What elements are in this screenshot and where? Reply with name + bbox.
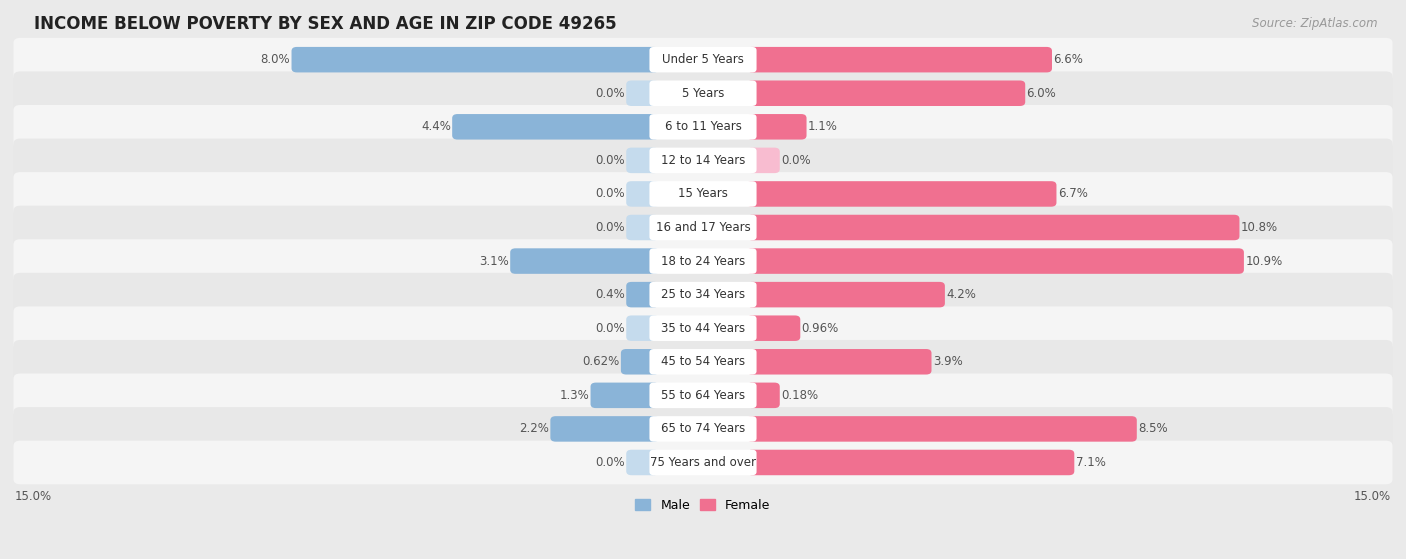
Text: 3.1%: 3.1% xyxy=(479,254,509,268)
FancyBboxPatch shape xyxy=(453,114,659,140)
FancyBboxPatch shape xyxy=(14,407,1392,451)
Text: 18 to 24 Years: 18 to 24 Years xyxy=(661,254,745,268)
FancyBboxPatch shape xyxy=(650,248,756,274)
FancyBboxPatch shape xyxy=(747,282,945,307)
FancyBboxPatch shape xyxy=(650,282,756,307)
Text: 6.0%: 6.0% xyxy=(1026,87,1056,100)
FancyBboxPatch shape xyxy=(591,382,659,408)
FancyBboxPatch shape xyxy=(650,315,756,341)
Text: 6 to 11 Years: 6 to 11 Years xyxy=(665,120,741,133)
FancyBboxPatch shape xyxy=(626,315,659,341)
Text: 0.0%: 0.0% xyxy=(595,221,624,234)
FancyBboxPatch shape xyxy=(747,382,780,408)
FancyBboxPatch shape xyxy=(14,340,1392,383)
Text: Under 5 Years: Under 5 Years xyxy=(662,53,744,66)
FancyBboxPatch shape xyxy=(14,38,1392,82)
Text: Source: ZipAtlas.com: Source: ZipAtlas.com xyxy=(1253,17,1378,30)
Text: 8.5%: 8.5% xyxy=(1137,423,1168,435)
FancyBboxPatch shape xyxy=(650,450,756,475)
Text: 7.1%: 7.1% xyxy=(1076,456,1105,469)
FancyBboxPatch shape xyxy=(747,248,1244,274)
FancyBboxPatch shape xyxy=(650,80,756,106)
Text: 1.1%: 1.1% xyxy=(808,120,838,133)
Text: 0.0%: 0.0% xyxy=(595,456,624,469)
FancyBboxPatch shape xyxy=(14,273,1392,316)
FancyBboxPatch shape xyxy=(626,215,659,240)
FancyBboxPatch shape xyxy=(747,181,1056,207)
FancyBboxPatch shape xyxy=(550,416,659,442)
Text: 15 Years: 15 Years xyxy=(678,187,728,201)
FancyBboxPatch shape xyxy=(650,47,756,73)
Text: 6.6%: 6.6% xyxy=(1053,53,1083,66)
Text: 0.0%: 0.0% xyxy=(595,87,624,100)
Text: 3.9%: 3.9% xyxy=(932,356,963,368)
FancyBboxPatch shape xyxy=(747,215,1240,240)
Text: 16 and 17 Years: 16 and 17 Years xyxy=(655,221,751,234)
FancyBboxPatch shape xyxy=(14,239,1392,283)
FancyBboxPatch shape xyxy=(626,181,659,207)
Text: 10.9%: 10.9% xyxy=(1246,254,1282,268)
Text: 6.7%: 6.7% xyxy=(1057,187,1088,201)
FancyBboxPatch shape xyxy=(650,114,756,140)
Text: 0.96%: 0.96% xyxy=(801,322,839,335)
FancyBboxPatch shape xyxy=(14,172,1392,216)
FancyBboxPatch shape xyxy=(747,80,1025,106)
Text: INCOME BELOW POVERTY BY SEX AND AGE IN ZIP CODE 49265: INCOME BELOW POVERTY BY SEX AND AGE IN Z… xyxy=(34,15,616,33)
FancyBboxPatch shape xyxy=(14,206,1392,249)
Text: 0.4%: 0.4% xyxy=(595,288,624,301)
Text: 5 Years: 5 Years xyxy=(682,87,724,100)
FancyBboxPatch shape xyxy=(747,416,1137,442)
FancyBboxPatch shape xyxy=(650,349,756,375)
FancyBboxPatch shape xyxy=(626,450,659,475)
FancyBboxPatch shape xyxy=(621,349,659,375)
FancyBboxPatch shape xyxy=(650,181,756,207)
FancyBboxPatch shape xyxy=(14,105,1392,149)
Text: 12 to 14 Years: 12 to 14 Years xyxy=(661,154,745,167)
FancyBboxPatch shape xyxy=(14,306,1392,350)
FancyBboxPatch shape xyxy=(747,47,1052,73)
FancyBboxPatch shape xyxy=(747,148,780,173)
Text: 4.2%: 4.2% xyxy=(946,288,976,301)
FancyBboxPatch shape xyxy=(747,114,807,140)
Text: 1.3%: 1.3% xyxy=(560,389,589,402)
FancyBboxPatch shape xyxy=(14,440,1392,484)
FancyBboxPatch shape xyxy=(291,47,659,73)
Text: 0.0%: 0.0% xyxy=(595,154,624,167)
FancyBboxPatch shape xyxy=(650,416,756,442)
Text: 2.2%: 2.2% xyxy=(519,423,548,435)
Text: 0.0%: 0.0% xyxy=(595,187,624,201)
FancyBboxPatch shape xyxy=(626,282,659,307)
FancyBboxPatch shape xyxy=(626,148,659,173)
Text: 0.18%: 0.18% xyxy=(782,389,818,402)
FancyBboxPatch shape xyxy=(650,148,756,173)
FancyBboxPatch shape xyxy=(650,215,756,240)
FancyBboxPatch shape xyxy=(510,248,659,274)
FancyBboxPatch shape xyxy=(14,373,1392,417)
FancyBboxPatch shape xyxy=(747,450,1074,475)
Text: 35 to 44 Years: 35 to 44 Years xyxy=(661,322,745,335)
Text: 45 to 54 Years: 45 to 54 Years xyxy=(661,356,745,368)
Text: 4.4%: 4.4% xyxy=(420,120,451,133)
FancyBboxPatch shape xyxy=(747,349,932,375)
Legend: Male, Female: Male, Female xyxy=(630,494,776,517)
Text: 55 to 64 Years: 55 to 64 Years xyxy=(661,389,745,402)
Text: 0.62%: 0.62% xyxy=(582,356,620,368)
FancyBboxPatch shape xyxy=(626,80,659,106)
FancyBboxPatch shape xyxy=(747,315,800,341)
FancyBboxPatch shape xyxy=(14,72,1392,115)
FancyBboxPatch shape xyxy=(14,139,1392,182)
Text: 10.8%: 10.8% xyxy=(1240,221,1278,234)
Text: 0.0%: 0.0% xyxy=(782,154,811,167)
Text: 75 Years and over: 75 Years and over xyxy=(650,456,756,469)
Text: 8.0%: 8.0% xyxy=(260,53,290,66)
FancyBboxPatch shape xyxy=(650,382,756,408)
Text: 65 to 74 Years: 65 to 74 Years xyxy=(661,423,745,435)
Text: 25 to 34 Years: 25 to 34 Years xyxy=(661,288,745,301)
Text: 0.0%: 0.0% xyxy=(595,322,624,335)
